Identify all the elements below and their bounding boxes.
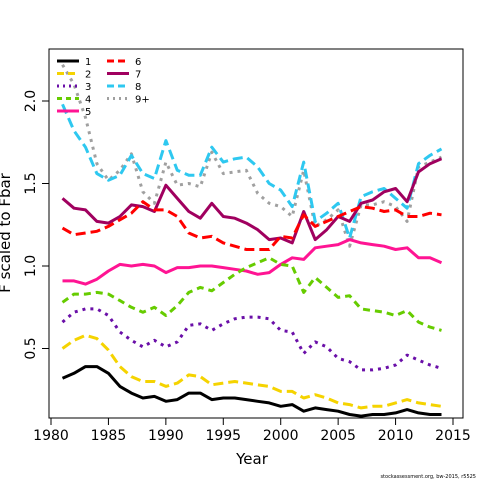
x-axis-title: Year [235, 450, 269, 468]
legend-label: 3 [85, 82, 91, 93]
legend-label: 5 [85, 107, 91, 118]
legend-label: 7 [135, 70, 141, 81]
legend-label: 1 [85, 57, 91, 68]
legend-label: 6 [135, 57, 141, 68]
series-line-6 [61, 200, 442, 251]
series-line-4 [61, 256, 442, 332]
y-tick-label: 1.5 [23, 172, 39, 194]
series-line-5 [62, 238, 443, 286]
y-axis-title: F scaled to Fbar [0, 172, 14, 293]
series-layer [61, 63, 443, 418]
legend-label: 2 [85, 70, 91, 81]
series-line-7 [61, 157, 443, 245]
legend-label: 8 [135, 82, 141, 93]
x-tick-label: 1980 [33, 428, 69, 444]
x-tick-label: 2005 [320, 428, 356, 444]
legend: 1 23 45 6 78 9+ [57, 57, 150, 118]
series-line-2 [61, 333, 442, 410]
x-tick-label: 2010 [378, 428, 414, 444]
x-tick-label: 1990 [148, 428, 184, 444]
x-tick-label: 1985 [91, 428, 127, 444]
series-line-1 [61, 365, 442, 418]
y-tick-label: 1.0 [23, 255, 39, 277]
x-tick-label: 2000 [263, 428, 299, 444]
series-line-3 [61, 307, 442, 372]
y-tick-label: 0.5 [23, 337, 39, 359]
series-line-8 [61, 103, 443, 240]
tick-marks: 1980 1985 1990 1995 2000 2005 2010 2015 0.5 1.0 1.… [23, 90, 471, 444]
plot-frame [48, 48, 464, 419]
credit-text: stockassessment.org, bw-2015, r5525 [380, 474, 476, 480]
legend-label: 9+ [135, 95, 150, 106]
legend-label: 4 [85, 95, 91, 106]
y-tick-label: 2.0 [23, 90, 39, 112]
x-tick-label: 2015 [435, 428, 471, 444]
x-tick-label: 1995 [205, 428, 241, 444]
